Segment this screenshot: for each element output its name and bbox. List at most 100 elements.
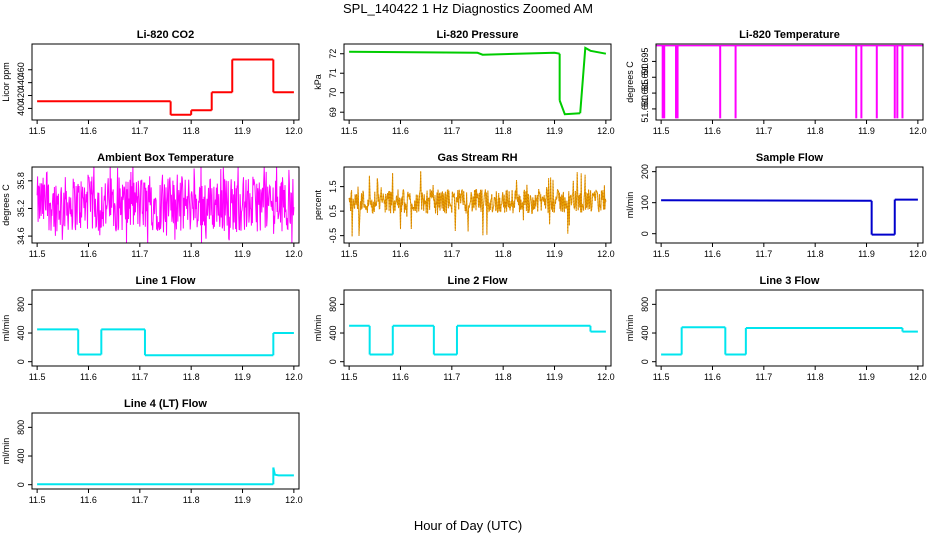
x-tick-label: 12.0 <box>909 372 927 382</box>
x-tick-label: 11.7 <box>443 372 460 382</box>
y-tick-label: 35.8 <box>16 172 26 190</box>
chart-panel: Li-820 Pressure kPa 69 70 71 72 11.5 11.6 11.7 11… <box>313 29 615 136</box>
x-tick-label: 12.0 <box>909 126 927 136</box>
x-tick-label: 11.5 <box>653 372 670 382</box>
y-tick-label: 440 <box>16 75 26 90</box>
x-tick-label: 11.6 <box>704 249 721 259</box>
x-tick-label: 11.5 <box>29 495 46 505</box>
x-tick-label: 11.5 <box>29 126 46 136</box>
x-tick-label: 11.5 <box>29 249 46 259</box>
x-tick-label: 11.8 <box>495 126 512 136</box>
x-tick-label: 11.8 <box>807 126 824 136</box>
chart-panel: Line 2 Flow ml/min 0 400 800 11.5 11.6 11.7 11.8… <box>313 275 615 382</box>
panel-title: Li-820 CO2 <box>137 29 194 41</box>
y-tick-label: 0 <box>640 359 650 364</box>
x-tick-label: 12.0 <box>285 372 303 382</box>
y-tick-label: 460 <box>16 62 26 77</box>
series-group <box>656 44 923 119</box>
x-tick-label: 11.5 <box>341 249 358 259</box>
panel-title: Gas Stream RH <box>437 152 517 164</box>
plot-frame <box>343 289 612 367</box>
x-tick-label: 11.6 <box>80 372 97 382</box>
x-tick-label: 11.9 <box>234 126 251 136</box>
series-points <box>348 171 607 237</box>
panel-title: Ambient Box Temperature <box>97 152 234 164</box>
series-group <box>349 324 606 356</box>
y-tick-label: 72 <box>328 49 338 59</box>
series-line <box>272 467 294 477</box>
x-tick-label: 11.8 <box>807 372 824 382</box>
y-axis-label: Licor ppm <box>1 62 11 102</box>
plot-frame <box>655 43 924 121</box>
x-tick-label: 12.0 <box>285 495 303 505</box>
x-tick-label: 11.8 <box>807 249 824 259</box>
y-tick-label: 800 <box>16 297 26 312</box>
y-tick-label: 34.6 <box>16 227 26 245</box>
y-tick-label: 400 <box>16 326 26 341</box>
y-tick-label: 800 <box>640 297 650 312</box>
x-tick-label: 11.5 <box>29 372 46 382</box>
panel-title: Li-820 Pressure <box>437 29 519 41</box>
x-tick-label: 11.5 <box>653 249 670 259</box>
y-axis-label: ml/min <box>625 315 635 342</box>
x-tick-label: 11.9 <box>234 495 251 505</box>
figure-title: SPL_140422 1 Hz Diagnostics Zoomed AM <box>342 1 594 16</box>
x-tick-label: 11.6 <box>392 249 409 259</box>
series-group <box>661 326 918 356</box>
x-tick-label: 11.9 <box>546 126 563 136</box>
x-tick-label: 11.8 <box>495 372 512 382</box>
x-tick-label: 11.7 <box>755 372 772 382</box>
y-tick-label: 400 <box>640 326 650 341</box>
x-tick-label: 12.0 <box>909 249 927 259</box>
panel-title: Line 2 Flow <box>448 275 508 287</box>
y-tick-label: 420 <box>16 88 26 103</box>
plot-frame <box>31 289 300 367</box>
y-tick-label: 70 <box>328 88 338 98</box>
x-tick-label: 11.7 <box>131 126 148 136</box>
x-tick-label: 12.0 <box>285 249 303 259</box>
x-tick-label: 11.9 <box>234 372 251 382</box>
y-tick-label: 800 <box>328 297 338 312</box>
y-tick-label: 51.685 <box>640 79 650 107</box>
y-axis-label: percent <box>313 189 323 220</box>
x-tick-label: 11.5 <box>341 372 358 382</box>
y-tick-label: -0.5 <box>328 228 338 244</box>
x-tick-label: 12.0 <box>285 126 303 136</box>
y-tick-label: 200 <box>640 164 650 179</box>
series-group <box>37 328 294 357</box>
y-tick-label: 400 <box>16 449 26 464</box>
x-tick-label: 11.7 <box>131 372 148 382</box>
series-group <box>348 171 607 237</box>
x-tick-label: 11.6 <box>392 372 409 382</box>
plot-frame <box>31 166 300 244</box>
x-tick-label: 11.9 <box>858 126 875 136</box>
x-tick-label: 11.9 <box>234 249 251 259</box>
chart-panel: Line 4 (LT) Flow ml/min 0 400 800 11.5 11.6 11.… <box>1 398 303 505</box>
chart-panel: Line 1 Flow ml/min 0 400 800 11.5 11.6 11.7 11.8… <box>1 275 303 382</box>
x-tick-label: 11.7 <box>131 495 148 505</box>
x-tick-label: 11.9 <box>858 249 875 259</box>
y-tick-label: 400 <box>16 101 26 116</box>
y-tick-label: 400 <box>328 326 338 341</box>
y-tick-label: 51.680 <box>640 95 650 123</box>
x-tick-label: 11.6 <box>392 126 409 136</box>
series-line <box>349 50 560 56</box>
chart-panel: Gas Stream RH percent -0.5 0.5 1.5 11.5 11.6 11… <box>313 152 615 259</box>
y-tick-label: 0 <box>16 359 26 364</box>
x-axis-label: Hour of Day (UTC) <box>413 518 523 533</box>
x-tick-label: 11.6 <box>80 126 97 136</box>
x-tick-label: 11.5 <box>653 126 670 136</box>
y-tick-label: 0 <box>328 359 338 364</box>
series-group <box>37 58 294 116</box>
y-tick-label: 69 <box>328 107 338 117</box>
plot-frame <box>343 43 612 121</box>
y-axis-label: ml/min <box>313 315 323 342</box>
x-tick-label: 12.0 <box>597 372 615 382</box>
y-tick-label: 0.5 <box>328 205 338 218</box>
panel-title: Line 4 (LT) Flow <box>124 398 207 410</box>
y-tick-label: 800 <box>16 420 26 435</box>
y-tick-label: 51.695 <box>640 48 650 76</box>
x-tick-label: 11.6 <box>80 249 97 259</box>
